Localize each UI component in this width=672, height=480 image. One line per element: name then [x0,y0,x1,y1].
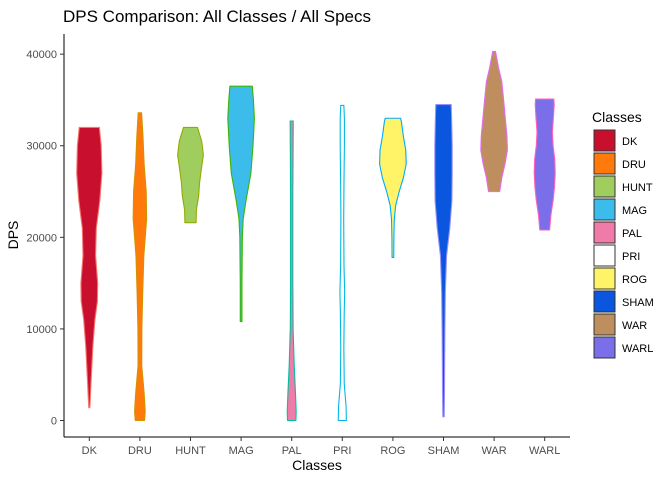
legend-key-dru [593,152,616,175]
x-axis-ticks: DK DRU HUNT MAG PAL PRI ROG SHAM WAR WARL [82,437,560,457]
legend-label: DRU [622,159,646,171]
y-axis-label: DPS [5,221,21,250]
violin-hunt [177,126,204,224]
legend: Classes DK DRU HUNT MAG PAL PRI ROG SHAM WAR WARL [592,109,654,359]
legend-label: PAL [622,228,642,240]
violin-warl [533,98,556,231]
legend-key-sham [593,290,616,313]
chart-title: DPS Comparison: All Classes / All Specs [63,7,371,26]
x-axis-label: Classes [292,457,342,473]
violin-rog [379,117,407,259]
y-tick-label: 10000 [26,324,57,336]
legend-label: PRI [622,251,640,263]
y-tick-label: 0 [51,416,57,428]
x-tick-label: PAL [282,445,302,457]
violin-dru [132,112,148,422]
legend-label: WARL [622,343,653,355]
violin-sham [434,103,453,418]
legend-key-rog [593,267,616,290]
x-tick-label: SHAM [428,445,460,457]
x-tick-label: DRU [128,445,152,457]
legend-label: ROG [622,274,647,286]
y-tick-label: 20000 [26,232,57,244]
y-tick-label: 30000 [26,141,57,153]
legend-key-war [593,313,616,336]
violin-pri [337,104,347,422]
legend-key-pri [593,244,616,267]
legend-key-hunt [593,175,616,198]
x-tick-label: HUNT [175,445,206,457]
legend-label: HUNT [622,182,653,194]
y-tick-label: 40000 [26,49,57,61]
x-tick-label: MAG [229,445,254,457]
legend-label: DK [622,136,638,148]
legend-title: Classes [592,109,642,125]
x-tick-label: WARL [529,445,560,457]
legend-key-warl [593,336,616,359]
legend-key-mag [593,198,616,221]
x-tick-label: WAR [481,445,506,457]
violin-pal [286,120,297,422]
legend-label: MAG [622,205,647,217]
violin-dk [76,126,103,409]
y-axis-ticks: 0 10000 20000 30000 40000 [26,49,64,428]
legend-label: WAR [622,320,647,332]
legend-key-pal [593,221,616,244]
violin-war [480,50,508,193]
violin-mag [227,85,255,323]
x-tick-label: PRI [333,445,351,457]
legend-label: SHAM [622,297,654,309]
legend-key-dk [593,129,616,152]
x-tick-label: ROG [380,445,405,457]
x-tick-label: DK [82,445,98,457]
plot-area [63,34,570,438]
